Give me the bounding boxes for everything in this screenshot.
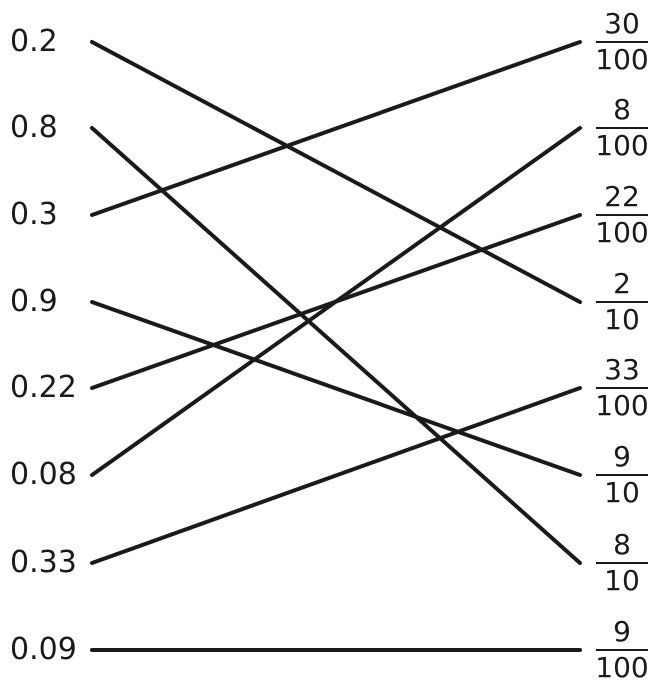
right-fraction-3: 2 10 bbox=[590, 270, 654, 334]
fraction-numerator: 30 bbox=[604, 7, 640, 40]
right-fraction-7: 9 100 bbox=[590, 618, 654, 682]
fraction-bar bbox=[596, 387, 648, 389]
right-fraction-4: 33 100 bbox=[590, 356, 654, 420]
left-label-1: 0.8 bbox=[10, 110, 58, 145]
fraction-numerator: 22 bbox=[604, 180, 640, 213]
connection-line-2 bbox=[90, 40, 582, 217]
fraction-numerator: 2 bbox=[613, 267, 631, 300]
fraction-numerator: 9 bbox=[613, 615, 631, 648]
fraction-denominator: 100 bbox=[595, 389, 649, 422]
left-label-0: 0.2 bbox=[10, 24, 58, 59]
fraction-denominator: 100 bbox=[595, 651, 649, 684]
left-label-7: 0.09 bbox=[10, 632, 77, 667]
fraction-denominator: 10 bbox=[604, 564, 640, 597]
left-label-2: 0.3 bbox=[10, 197, 58, 232]
left-label-4: 0.22 bbox=[10, 370, 77, 405]
fraction-numerator: 33 bbox=[604, 353, 640, 386]
right-fraction-6: 8 10 bbox=[590, 531, 654, 595]
connection-line-0 bbox=[90, 40, 582, 304]
right-fraction-1: 8 100 bbox=[590, 96, 654, 160]
fraction-bar bbox=[596, 301, 648, 303]
left-label-3: 0.9 bbox=[10, 284, 58, 319]
fraction-bar bbox=[596, 127, 648, 129]
fraction-numerator: 8 bbox=[613, 528, 631, 561]
fraction-numerator: 9 bbox=[613, 440, 631, 473]
connection-line-3 bbox=[90, 300, 582, 477]
fraction-bar bbox=[596, 562, 648, 564]
fraction-denominator: 100 bbox=[595, 43, 649, 76]
connection-line-1 bbox=[90, 126, 582, 565]
right-fraction-2: 22 100 bbox=[590, 183, 654, 247]
left-label-5: 0.08 bbox=[10, 457, 77, 492]
fraction-numerator: 8 bbox=[613, 93, 631, 126]
fraction-denominator: 100 bbox=[595, 216, 649, 249]
connection-line-6 bbox=[90, 386, 582, 565]
fraction-bar bbox=[596, 41, 648, 43]
fraction-bar bbox=[596, 649, 648, 651]
fraction-denominator: 100 bbox=[595, 129, 649, 162]
fraction-denominator: 10 bbox=[604, 476, 640, 509]
fraction-bar bbox=[596, 474, 648, 476]
connection-line-5 bbox=[90, 126, 582, 477]
fraction-bar bbox=[596, 214, 648, 216]
right-fraction-0: 30 100 bbox=[590, 10, 654, 74]
fraction-denominator: 10 bbox=[604, 303, 640, 336]
right-fraction-5: 9 10 bbox=[590, 443, 654, 507]
left-label-6: 0.33 bbox=[10, 545, 77, 580]
